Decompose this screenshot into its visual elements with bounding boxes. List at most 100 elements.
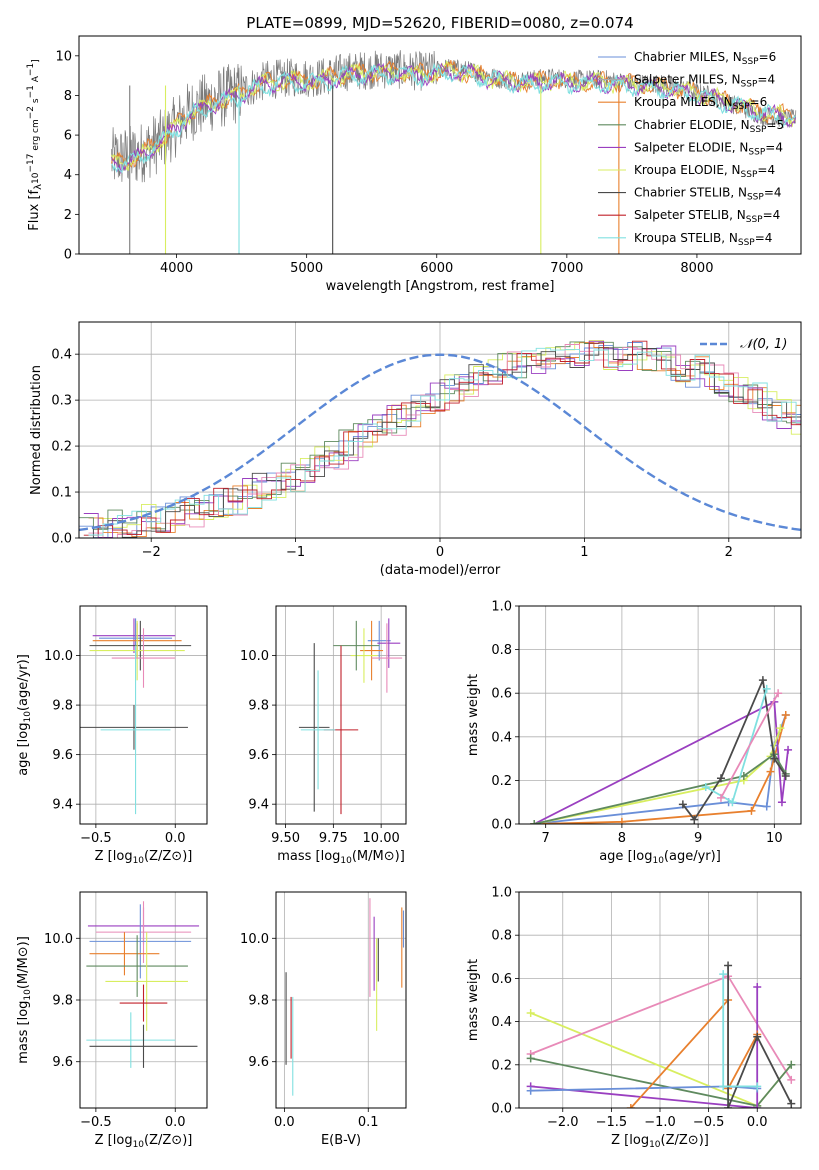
- label-part: mass [log: [277, 849, 340, 864]
- y-tick-label: 1.0: [491, 600, 512, 615]
- legend-label: Kroupa ELODIE, NSSP=4: [634, 163, 775, 180]
- x-tick-label: −1.5: [596, 1115, 628, 1130]
- weight-line: [682, 676, 787, 822]
- x-tick-label: −2.0: [547, 1115, 579, 1130]
- legend-label: Chabrier MILES, NSSP=6: [634, 50, 776, 67]
- legend-value: =6: [750, 95, 768, 109]
- panel-4-frame: [518, 605, 802, 825]
- x-tick-label: 7000: [550, 261, 583, 276]
- y-tick-label: 9.6: [52, 1055, 73, 1070]
- legend-text: Salpeter MILES, N: [634, 73, 741, 87]
- label-part: Flux [f: [27, 189, 42, 230]
- y-tick-label: 4: [64, 168, 72, 183]
- label-part: Normed distribution: [29, 365, 44, 495]
- legend-label: Salpeter STELIB, NSSP=4: [634, 208, 780, 225]
- weight-point-marker: [787, 1060, 796, 1069]
- y-tick-label: 9.6: [52, 748, 73, 763]
- y-tick-label: 0: [64, 248, 72, 263]
- legend-sub: SSP: [750, 125, 767, 135]
- label-part: 10: [133, 856, 145, 866]
- label-part: )]: [182, 849, 192, 864]
- spectrum-xlabel: wavelength [Angstrom, rest frame]: [326, 279, 555, 294]
- label-part: 10: [652, 856, 664, 866]
- weight-series: [526, 961, 796, 1108]
- y-tick-label: 0.2: [491, 774, 512, 789]
- label-part: ]: [31, 59, 41, 63]
- legend-text: Salpeter STELIB, N: [634, 208, 746, 222]
- label-part: 10: [31, 172, 41, 184]
- spectrum-ylabel: Flux [fλ10−17 erg cm−2 s−1 A−1]: [26, 59, 44, 230]
- y-tick-label: 9.8: [52, 994, 73, 1009]
- y-tick-label: 10: [55, 49, 72, 64]
- panel-2-axes: −0.5 0.0 9.4 9.6 9.8 10.0: [44, 606, 207, 846]
- legend-label: Chabrier STELIB, NSSP=4: [634, 186, 782, 203]
- histogram-series: [79, 340, 801, 538]
- y-tick-label: 0.0: [491, 818, 512, 833]
- legend-label: Kroupa STELIB, NSSP=4: [634, 231, 772, 248]
- weight-point-marker: [781, 772, 790, 781]
- weight-point-marker: [701, 782, 710, 791]
- label-part: s: [31, 98, 41, 106]
- panel-6-axes: 0.0 0.1 9.6 9.8 10.0: [240, 892, 406, 1130]
- label-part: (: [144, 849, 149, 864]
- weight-point-marker: [753, 1082, 762, 1091]
- x-tick-label: 7: [542, 831, 550, 846]
- weight-point-marker: [719, 1082, 728, 1091]
- weight-line: [533, 752, 787, 824]
- x-tick-label: 8000: [680, 261, 713, 276]
- panel-3-xlabel: mass [log10(M/M⊙)]: [277, 849, 405, 866]
- y-tick-label: 9.8: [248, 994, 269, 1009]
- panel-7-frame: [518, 891, 802, 1109]
- legend-sub: SSP: [747, 193, 764, 203]
- weight-point-marker: [781, 711, 790, 719]
- panel-3-frame: [275, 605, 407, 825]
- legend-value: =4: [763, 208, 781, 222]
- weight-line: [727, 965, 793, 1108]
- weight-point-marker: [716, 774, 725, 783]
- x-tick-label: 1: [580, 545, 588, 560]
- label-part: )]: [182, 1133, 192, 1148]
- legend-text: Chabrier ELODIE, N: [634, 118, 750, 132]
- weight-point-marker: [724, 1104, 733, 1108]
- weight-point-marker: [777, 798, 786, 807]
- x-tick-label: 10.00: [363, 831, 400, 846]
- y-tick-label: 0.3: [51, 394, 72, 409]
- x-tick-label: −0.5: [80, 1115, 112, 1130]
- histogram-step-line: [79, 347, 801, 538]
- weight-point-marker: [762, 802, 771, 811]
- legend-value: =6: [759, 50, 777, 64]
- gaussian-curve: [79, 353, 801, 532]
- weight-point-marker: [774, 689, 783, 698]
- label-part: −1: [26, 85, 36, 98]
- panel-5-frame: [79, 891, 208, 1109]
- label-part: λ: [33, 184, 44, 190]
- y-tick-label: 0.6: [491, 687, 512, 702]
- histogram-step-line: [88, 347, 801, 536]
- y-tick-label: 0.2: [491, 1058, 512, 1073]
- weight-point-marker: [753, 983, 762, 992]
- legend-label: Salpeter MILES, NSSP=4: [634, 73, 775, 90]
- y-tick-label: 0.6: [491, 972, 512, 987]
- weight-point-marker: [728, 798, 737, 807]
- label-part: Z/Z⊙: [149, 1133, 182, 1148]
- x-tick-label: −1.0: [644, 1115, 676, 1130]
- weight-series: [530, 676, 793, 824]
- weight-point-marker: [770, 754, 779, 763]
- label-part: Z [log: [95, 849, 133, 864]
- panel-2-ylabel: age [log10(age/yr)]: [16, 654, 33, 776]
- y-tick-label: 8: [64, 89, 72, 104]
- legend-value: =4: [764, 186, 782, 200]
- label-part: Z [log: [611, 1133, 649, 1148]
- weight-point-marker: [758, 676, 767, 685]
- label-part: (age/yr)]: [16, 654, 31, 711]
- x-tick-label: 6000: [420, 261, 453, 276]
- panel-4-xlabel: age [log10(age/yr)]: [599, 849, 721, 866]
- y-tick-label: 10.0: [240, 932, 269, 947]
- legend-sub: SSP: [733, 102, 750, 112]
- histogram-step-line: [79, 341, 801, 530]
- histogram-step-line: [83, 340, 801, 536]
- panel-7-ylabel: mass weight: [466, 959, 481, 1041]
- label-part: (M/M⊙)]: [352, 849, 405, 864]
- y-tick-label: 0.2: [51, 440, 72, 455]
